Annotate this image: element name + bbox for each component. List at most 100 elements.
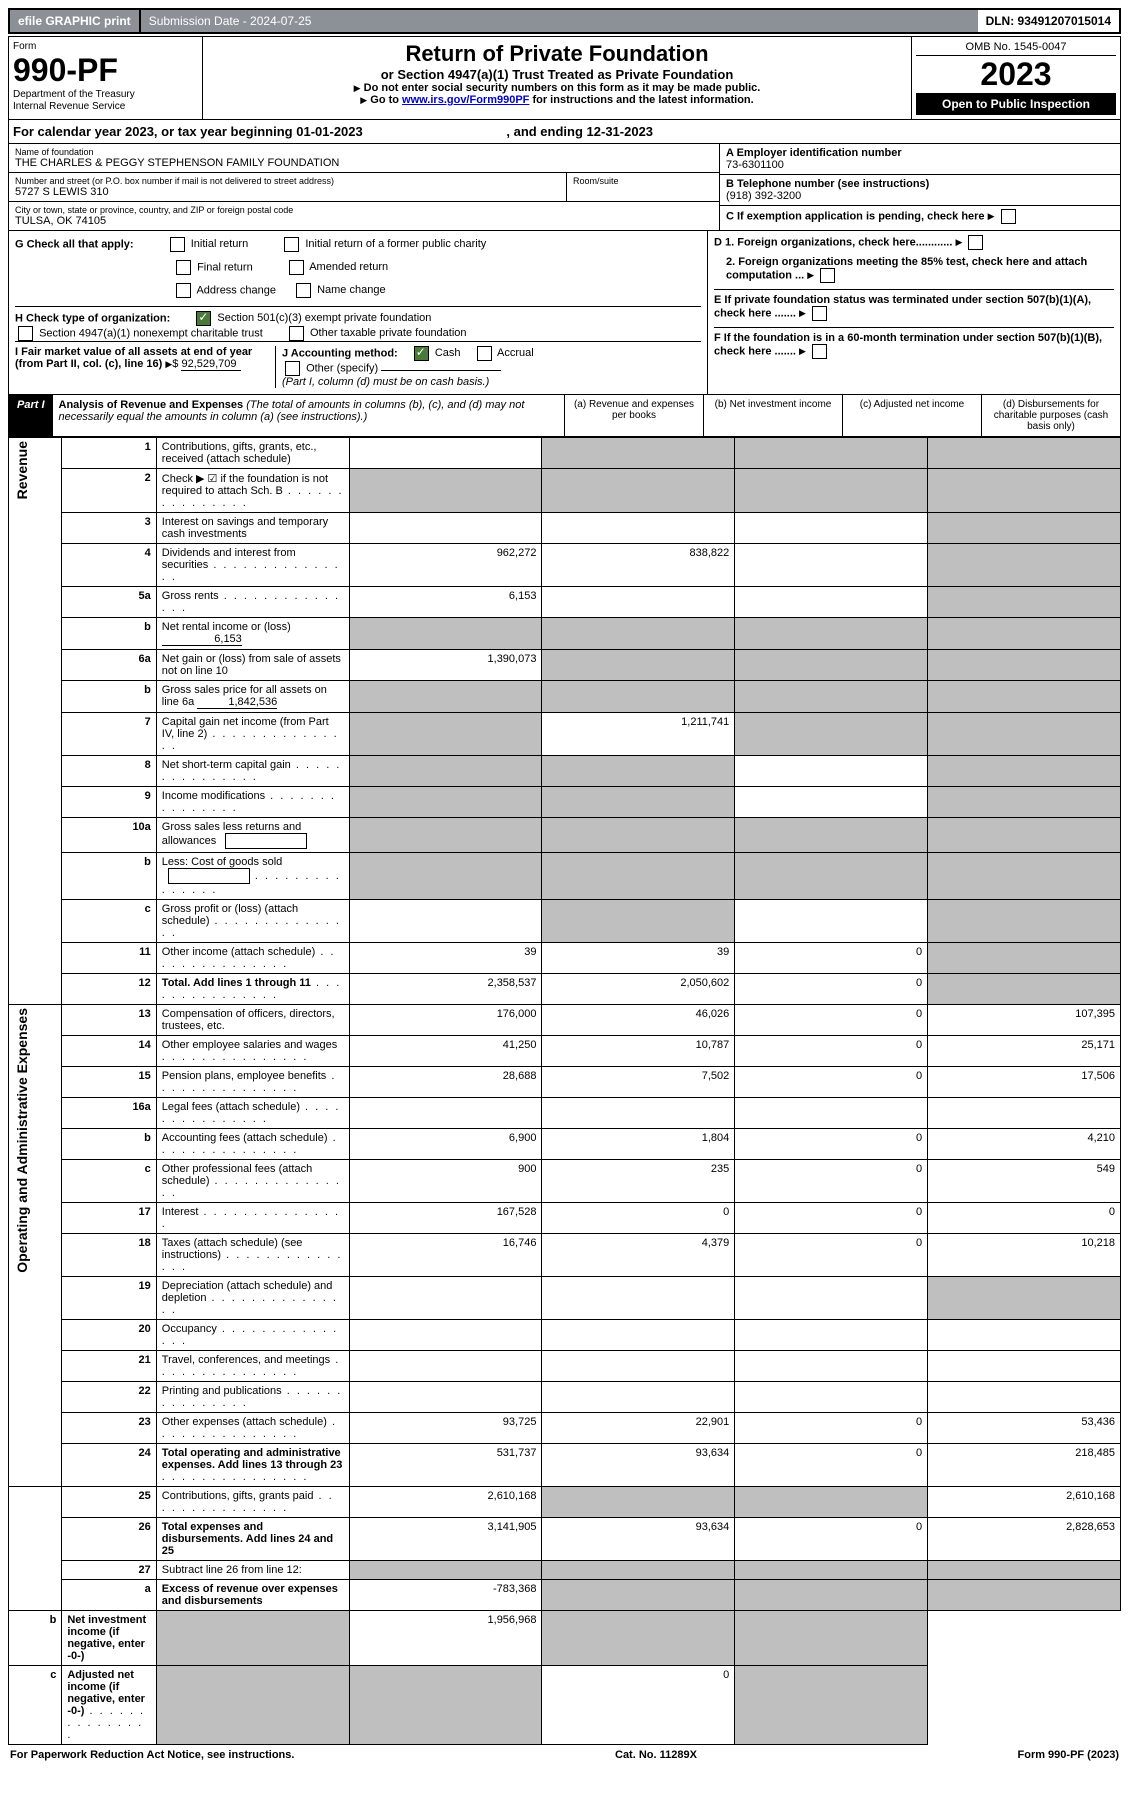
amount-cell — [735, 1580, 928, 1611]
col-a-header: (a) Revenue and expenses per books — [564, 395, 703, 436]
amount-cell: 41,250 — [349, 1036, 542, 1067]
table-row: cAdjusted net income (if negative, enter… — [9, 1666, 1121, 1745]
d2-checkbox[interactable] — [820, 268, 835, 283]
table-row: 14Other employee salaries and wages41,25… — [9, 1036, 1121, 1067]
h-4947-checkbox[interactable] — [18, 326, 33, 341]
amount-cell: 0 — [735, 974, 928, 1005]
amount-cell — [928, 1351, 1121, 1382]
amount-cell: 176,000 — [349, 1005, 542, 1036]
line-number: 10a — [62, 818, 156, 853]
amount-cell — [928, 650, 1121, 681]
amount-cell — [542, 438, 735, 469]
open-public-badge: Open to Public Inspection — [916, 93, 1116, 115]
d1-checkbox[interactable] — [968, 235, 983, 250]
initial-return-checkbox[interactable] — [170, 237, 185, 252]
amount-cell — [928, 618, 1121, 650]
amount-cell: 107,395 — [928, 1005, 1121, 1036]
amount-cell — [735, 1320, 928, 1351]
amount-cell: -783,368 — [349, 1580, 542, 1611]
j-accrual-label: Accrual — [497, 347, 534, 359]
amount-cell — [735, 1098, 928, 1129]
top-bar: efile GRAPHIC print Submission Date - 20… — [8, 8, 1121, 34]
line-desc: Other professional fees (attach schedule… — [156, 1160, 349, 1203]
col-c-header: (c) Adjusted net income — [842, 395, 981, 436]
amount-cell — [928, 438, 1121, 469]
expenses-side-label: Operating and Administrative Expenses — [14, 1008, 30, 1273]
line-number: 5a — [62, 587, 156, 618]
line-desc: Printing and publications — [156, 1382, 349, 1413]
col-d-header: (d) Disbursements for charitable purpose… — [981, 395, 1120, 436]
amount-cell — [928, 713, 1121, 756]
form-ref: Form 990-PF (2023) — [1018, 1749, 1119, 1761]
address-change-checkbox[interactable] — [176, 283, 191, 298]
amount-cell: 6,900 — [349, 1129, 542, 1160]
amended-checkbox[interactable] — [289, 260, 304, 275]
line-desc: Taxes (attach schedule) (see instruction… — [156, 1234, 349, 1277]
f-checkbox[interactable] — [812, 344, 827, 359]
part1-table: Revenue1Contributions, gifts, grants, et… — [8, 437, 1121, 1745]
table-row: 4Dividends and interest from securities9… — [9, 544, 1121, 587]
amount-cell — [928, 544, 1121, 587]
part1-badge: Part I — [9, 395, 53, 436]
amount-cell — [542, 853, 735, 900]
instr-goto-suffix: for instructions and the latest informat… — [529, 94, 753, 106]
amount-cell — [735, 1611, 928, 1666]
line-desc: Compensation of officers, directors, tru… — [156, 1005, 349, 1036]
name-change-checkbox[interactable] — [296, 283, 311, 298]
h-label: H Check type of organization: — [15, 312, 170, 324]
amount-cell — [542, 618, 735, 650]
amount-cell: 0 — [735, 1129, 928, 1160]
c-label: C If exemption application is pending, c… — [726, 210, 985, 222]
h-501c3-checkbox[interactable] — [196, 311, 211, 326]
amount-cell: 1,390,073 — [349, 650, 542, 681]
foundation-city: TULSA, OK 74105 — [15, 215, 713, 227]
j-accrual-checkbox[interactable] — [477, 346, 492, 361]
ein-value: 73-6301100 — [726, 159, 1114, 171]
amount-cell — [542, 1098, 735, 1129]
line-desc: Total operating and administrative expen… — [156, 1444, 349, 1487]
amount-cell — [542, 650, 735, 681]
line-number: b — [62, 853, 156, 900]
final-return-checkbox[interactable] — [176, 260, 191, 275]
tax-year: 2023 — [916, 56, 1116, 93]
j-note: (Part I, column (d) must be on cash basi… — [282, 376, 701, 388]
amount-cell: 0 — [735, 1160, 928, 1203]
h-other-label: Other taxable private foundation — [310, 327, 467, 339]
j-cash-checkbox[interactable] — [414, 346, 429, 361]
form-label: Form — [13, 41, 198, 52]
j-label: J Accounting method: — [282, 347, 398, 359]
j-other-checkbox[interactable] — [285, 361, 300, 376]
e-checkbox[interactable] — [812, 306, 827, 321]
irs-link[interactable]: www.irs.gov/Form990PF — [402, 94, 529, 106]
phone-value: (918) 392-3200 — [726, 190, 1114, 202]
dln-label: DLN: 93491207015014 — [978, 10, 1119, 32]
amount-cell: 39 — [542, 943, 735, 974]
dept-treasury: Department of the Treasury — [13, 89, 198, 101]
amount-cell: 1,956,968 — [349, 1611, 542, 1666]
line-number: 25 — [62, 1487, 156, 1518]
amount-cell — [735, 853, 928, 900]
efile-print-button[interactable]: efile GRAPHIC print — [10, 10, 141, 32]
table-row: 21Travel, conferences, and meetings — [9, 1351, 1121, 1382]
amount-cell — [349, 818, 542, 853]
amount-cell — [542, 756, 735, 787]
amount-cell — [928, 756, 1121, 787]
amount-cell: 2,828,653 — [928, 1518, 1121, 1561]
h-501c3-label: Section 501(c)(3) exempt private foundat… — [217, 312, 431, 324]
line-desc: Gross sales price for all assets on line… — [156, 681, 349, 713]
amount-cell: 0 — [928, 1203, 1121, 1234]
c-checkbox[interactable] — [1001, 209, 1016, 224]
amount-cell — [928, 1561, 1121, 1580]
amount-cell: 1,211,741 — [542, 713, 735, 756]
line-number: c — [62, 1160, 156, 1203]
h-other-checkbox[interactable] — [289, 326, 304, 341]
g-label: G Check all that apply: — [15, 238, 134, 250]
line-desc: Legal fees (attach schedule) — [156, 1098, 349, 1129]
irs-label: Internal Revenue Service — [13, 101, 198, 113]
line-desc: Gross rents — [156, 587, 349, 618]
line-desc: Net investment income (if negative, ente… — [62, 1611, 156, 1666]
initial-former-checkbox[interactable] — [284, 237, 299, 252]
amount-cell — [928, 1277, 1121, 1320]
arrow-icon — [165, 358, 172, 370]
amount-cell: 0 — [735, 1203, 928, 1234]
